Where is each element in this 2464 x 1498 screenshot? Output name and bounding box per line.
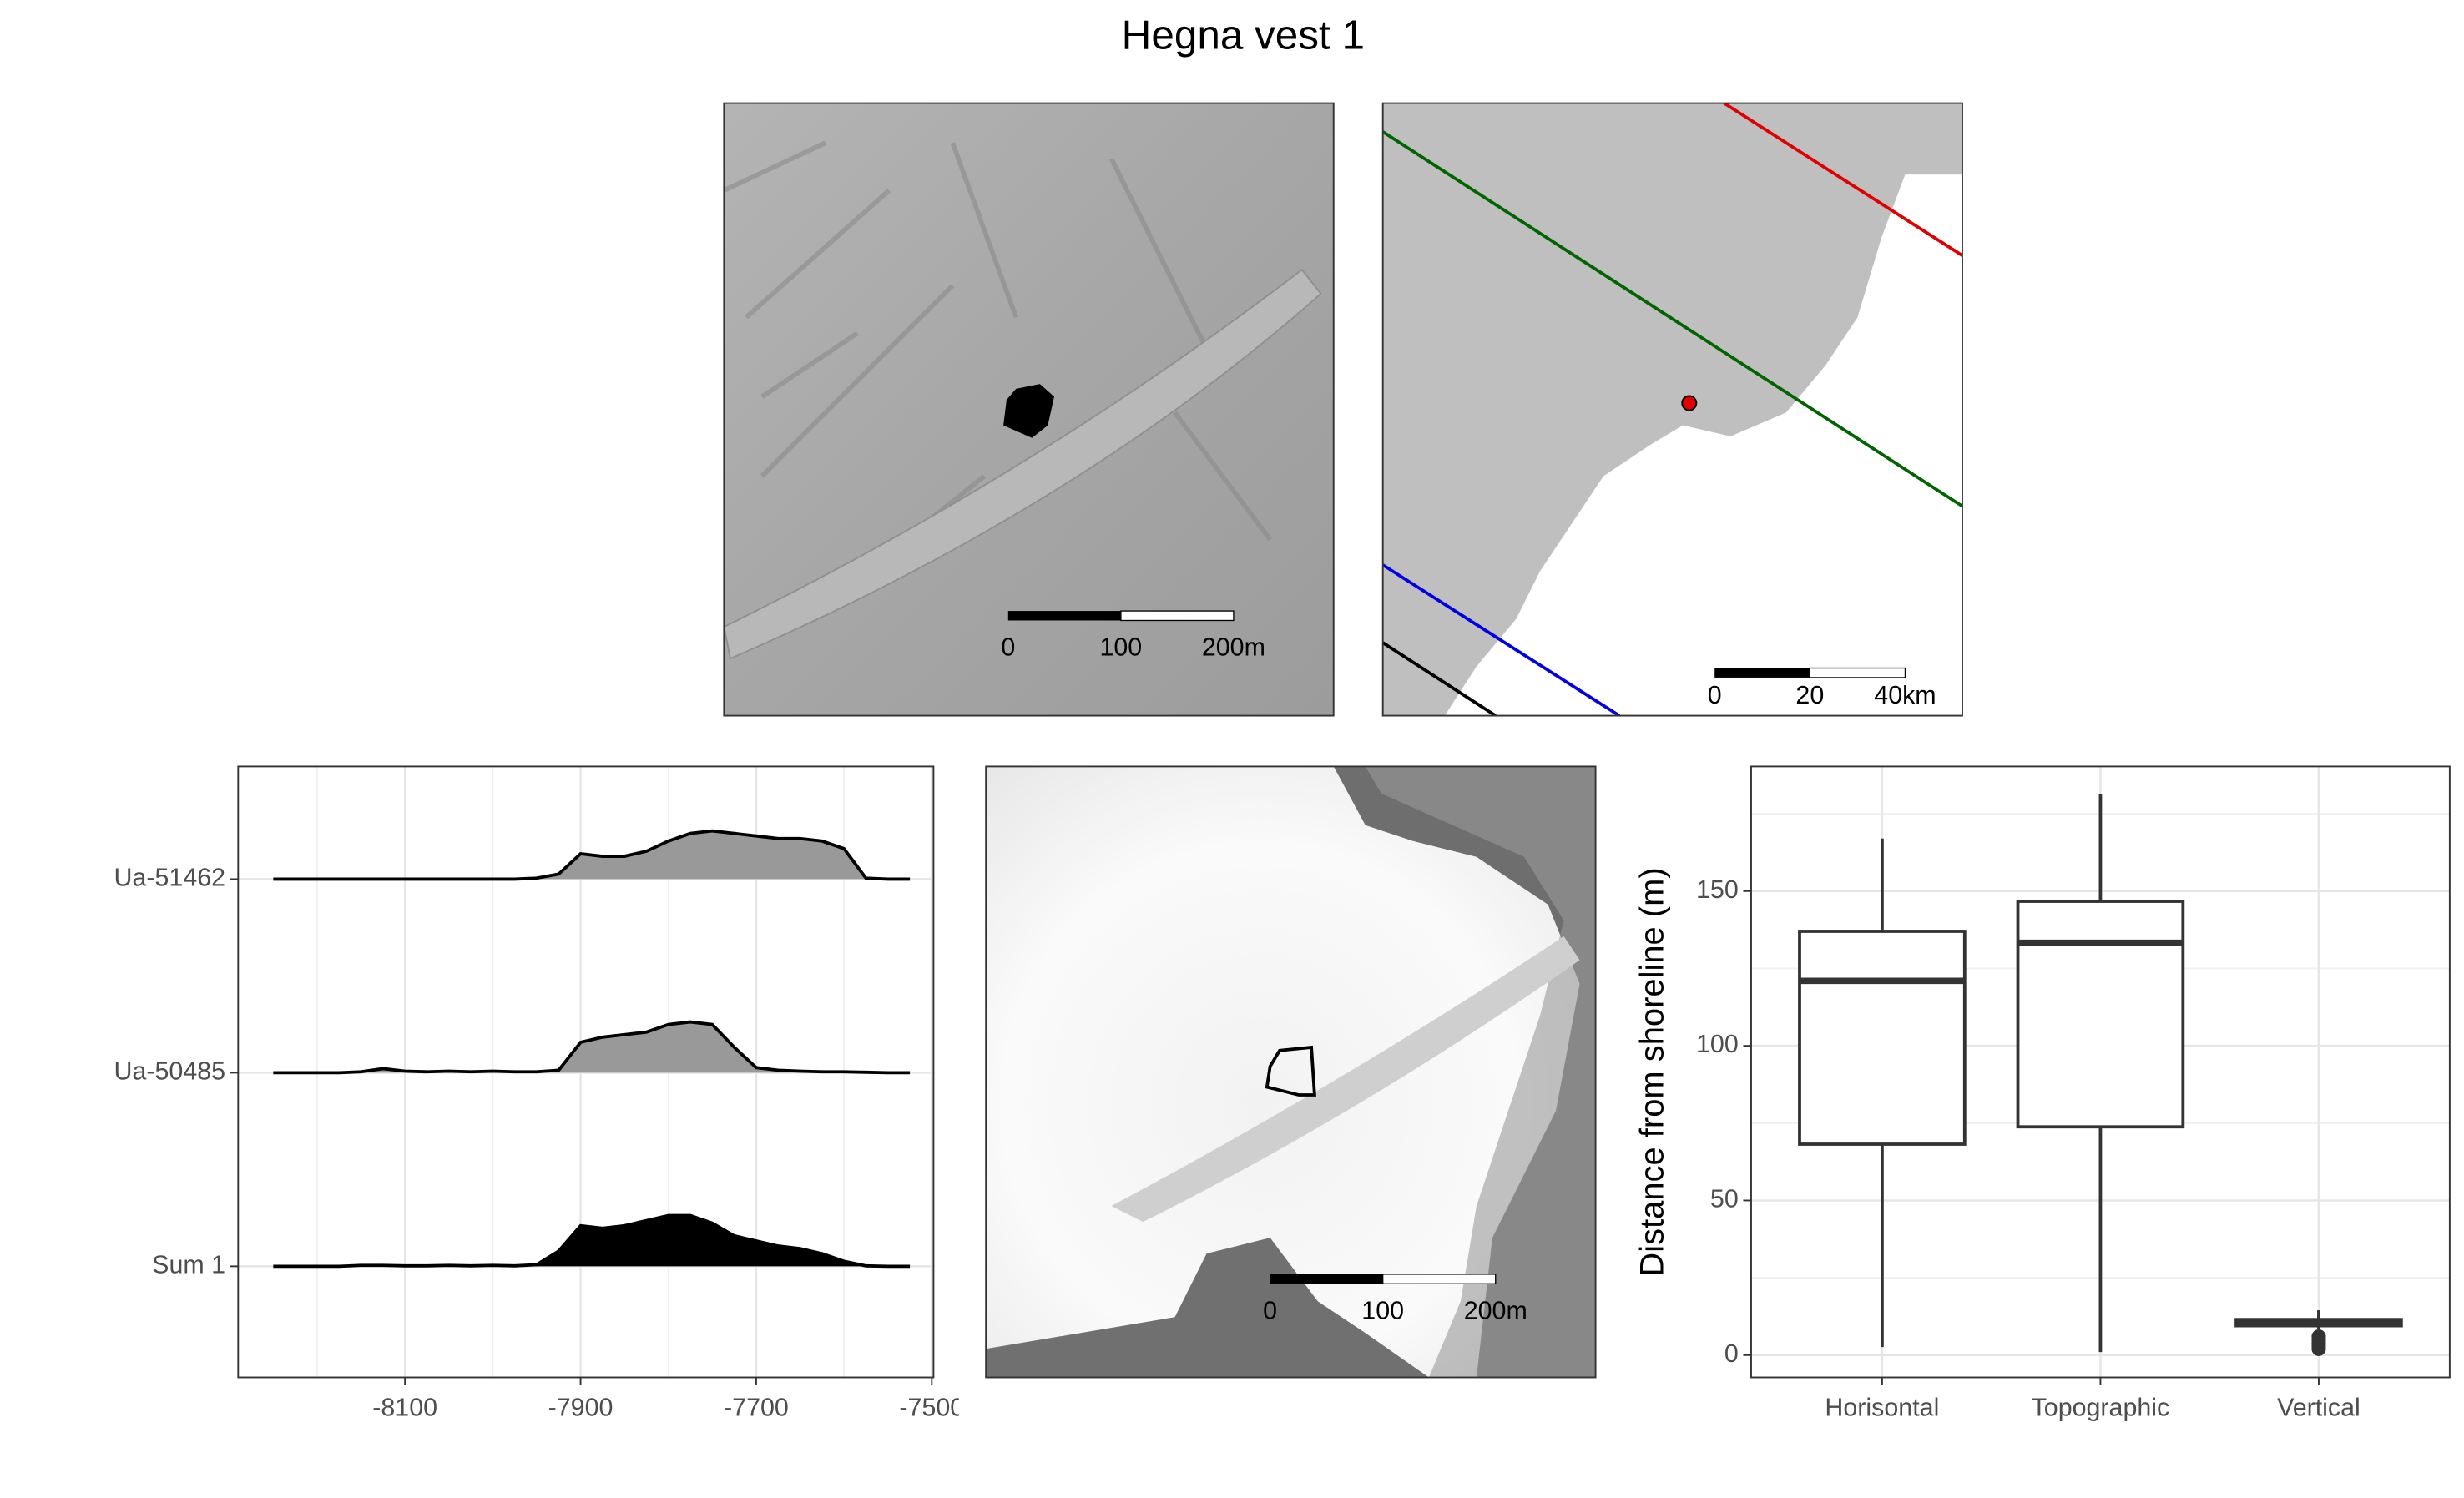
density-ridge <box>273 1020 911 1075</box>
scale-label: 200m <box>1202 633 1265 662</box>
y-axis-title: Distance from shoreline (m) <box>1633 867 1670 1276</box>
x-tick-label: Topographic <box>2032 1394 2170 1422</box>
scale-label: 100 <box>1361 1297 1404 1325</box>
scale-label: 40km <box>1874 681 1936 709</box>
x-tick-label: -7500 <box>899 1394 964 1422</box>
scale-label: 0 <box>1001 633 1015 662</box>
y-tick-label: 0 <box>1724 1339 1739 1368</box>
map-frame <box>985 765 1597 1379</box>
x-tick-label: -7700 <box>724 1394 789 1422</box>
panel-border <box>1750 765 2451 1379</box>
box <box>2016 900 2185 1129</box>
x-tick-label: Horisontal <box>1825 1394 1939 1422</box>
y-tick-label: 100 <box>1696 1030 1739 1058</box>
y-tick-label: Ua-51462 <box>114 863 226 891</box>
x-tick-label: Vertical <box>2277 1394 2360 1422</box>
figure-title: Hegna vest 1 <box>1122 13 1365 58</box>
map-frame <box>723 102 1335 717</box>
density-ridge <box>273 1213 911 1269</box>
y-tick-label: Ua-50485 <box>114 1057 226 1085</box>
scale-label: 0 <box>1263 1297 1277 1325</box>
x-tick-label: -7900 <box>548 1394 613 1422</box>
elevation-map <box>986 766 1596 1378</box>
scale-label: 100 <box>1099 633 1142 662</box>
y-tick-label: 50 <box>1710 1184 1739 1213</box>
y-tick-label: Sum 1 <box>152 1250 225 1279</box>
box <box>1798 930 1967 1146</box>
outlier <box>2311 1329 2326 1344</box>
map-frame <box>1381 102 1963 717</box>
hillshade-map <box>724 103 1334 716</box>
y-tick-label: 150 <box>1696 875 1739 904</box>
density-ridge <box>273 829 911 881</box>
x-tick-label: -8100 <box>372 1394 437 1422</box>
scale-label: 200m <box>1464 1297 1527 1325</box>
x-axis: -8100 -7900 -7700 -7500 <box>372 1377 964 1422</box>
panel-border <box>237 765 935 1379</box>
overview-map <box>1382 103 1962 716</box>
scale-label: 0 <box>1708 681 1722 709</box>
scale-label: 20 <box>1795 681 1824 709</box>
